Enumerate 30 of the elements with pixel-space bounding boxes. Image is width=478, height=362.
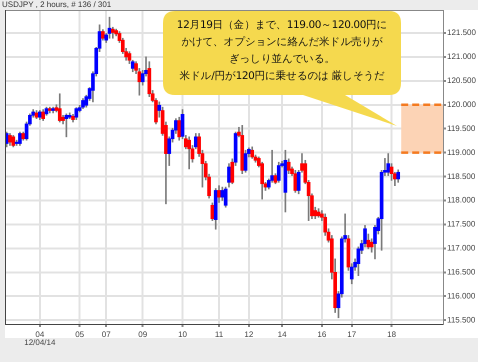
x-tick-label: 11 — [214, 330, 224, 340]
annotation: ぎっしり並んでいる。 — [228, 52, 336, 67]
y-tick-label: 117.000 — [447, 244, 476, 253]
x-tick-label: 18 — [387, 330, 397, 340]
text: 12/04/14 — [24, 338, 56, 347]
x-tick-label: 16 — [317, 330, 327, 340]
y-tick-label: 115.500 — [447, 315, 476, 324]
y-tick-label: 121.000 — [447, 52, 476, 62]
x-tick-label: 12 — [244, 330, 254, 340]
x-tick-label: 14 — [278, 330, 288, 340]
y-tick-label: 119.000 — [447, 148, 476, 157]
x-tick-label: 17 — [347, 330, 357, 340]
y-tick-label: 116.000 — [447, 291, 476, 300]
x-tick-label: 10 — [178, 330, 188, 340]
y-tick-label: 119.500 — [447, 124, 476, 133]
annotation: かけて、オプションに絡んだ米ドル売りが — [180, 35, 384, 50]
y-tick-label: 116.500 — [447, 268, 476, 277]
y-tick-label: 118.000 — [447, 196, 476, 205]
chart-title: USDJPY , 2 hours, # 136 / 301 — [2, 0, 112, 10]
y-tick-label: 117.500 — [447, 220, 476, 229]
annotation: 12月19日（金）まで、119.00～120.00円に — [176, 18, 388, 33]
y-tick-label: 120.500 — [447, 76, 476, 86]
y-tick-label: 118.500 — [447, 172, 476, 181]
y-tick-label: 120.000 — [447, 100, 476, 109]
x-tick-label: 04 — [35, 330, 45, 340]
annotation: 米ドル/円が120円に乗せるのは 厳しそうだ — [178, 69, 386, 84]
x-tick-label: 05 — [75, 330, 85, 340]
x-tick-label: 09 — [138, 330, 148, 340]
x-tick-label: 07 — [102, 330, 112, 340]
y-tick-label: 121.500 — [447, 28, 476, 38]
